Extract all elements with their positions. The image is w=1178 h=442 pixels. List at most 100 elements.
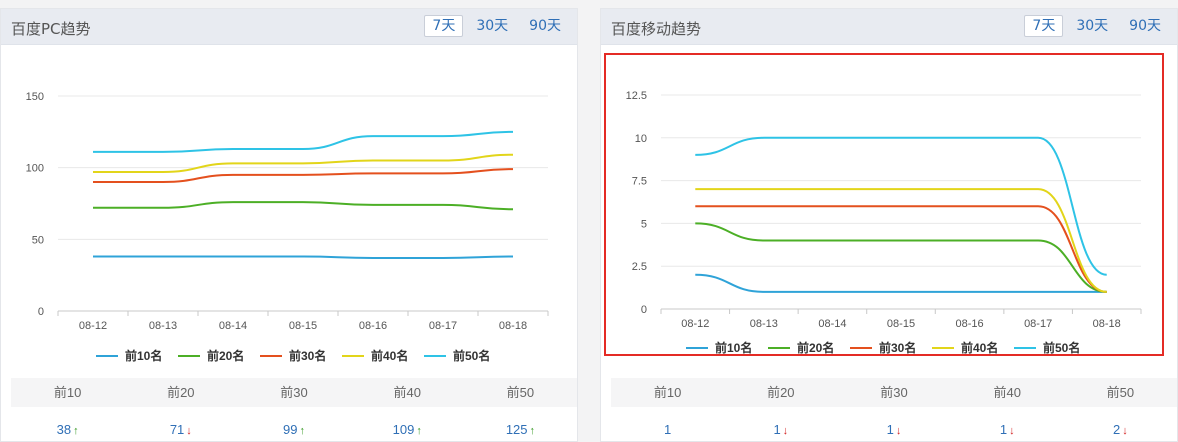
pc-tab-7-days[interactable]: 7天 bbox=[424, 15, 464, 37]
arrow-up-icon: ↑ bbox=[299, 425, 305, 437]
y-tick-label: 10 bbox=[635, 133, 647, 145]
mobile-chart-container-highlighted: 0 2.5 5 7.5 10 12.5 08-12 08-13 08-14 08-15 08-16 0… bbox=[604, 53, 1164, 356]
series-line-30[interactable] bbox=[93, 168, 514, 184]
mobile-tab-30-days[interactable]: 30天 bbox=[1076, 18, 1109, 34]
x-tick-label: 08-14 bbox=[219, 320, 247, 332]
mobile-stat-top40-value: 1 bbox=[999, 422, 1008, 437]
mobile-panel-header: 百度移动趋势 7天 30天 90天 bbox=[601, 9, 1177, 45]
pc-stats-values: 38 ↑ 71 ↓ 99 ↑ 109 ↑ 125 ↑ bbox=[11, 419, 577, 441]
legend-item-top10[interactable]: 前10名 bbox=[686, 340, 752, 355]
x-tick-label: 08-12 bbox=[681, 318, 709, 330]
x-tick-label: 08-13 bbox=[149, 320, 177, 332]
series-line-10[interactable] bbox=[93, 255, 514, 259]
legend-item-top50[interactable]: 前50名 bbox=[424, 348, 490, 363]
legend-item-top50[interactable]: 前50名 bbox=[1014, 340, 1080, 355]
mobile-chart-plot: 0 2.5 5 7.5 10 12.5 08-12 08-13 08-14 08-15 08-16 0… bbox=[626, 90, 1142, 330]
legend-item-top30[interactable]: 前30名 bbox=[850, 340, 916, 355]
pc-stat-top50[interactable]: 125 ↑ bbox=[464, 419, 577, 441]
y-tick-label: 7.5 bbox=[632, 176, 647, 188]
arrow-down-icon: ↓ bbox=[895, 425, 902, 437]
series-line-40[interactable] bbox=[93, 153, 514, 173]
y-tick-label: 50 bbox=[32, 234, 44, 246]
pc-stat-top20-value: 71 bbox=[169, 422, 185, 437]
legend-item-top40[interactable]: 前40名 bbox=[342, 348, 408, 363]
legend-label: 前40名 bbox=[961, 340, 998, 354]
mobile-range-tabs: 7天 30天 90天 bbox=[1019, 15, 1169, 37]
x-tick-label: 08-18 bbox=[499, 320, 527, 332]
y-tick-label: 0 bbox=[38, 306, 44, 318]
arrow-down-icon: ↓ bbox=[1122, 425, 1128, 437]
mobile-stat-top10[interactable]: 1 bbox=[611, 419, 724, 441]
series-line-30[interactable] bbox=[695, 205, 1107, 293]
legend-label: 前50名 bbox=[453, 348, 490, 363]
mobile-trend-panel: 百度移动趋势 7天 30天 90天 0 2.5 5 7.5 10 12.5 08-12 08-… bbox=[600, 8, 1178, 442]
series-line-50[interactable] bbox=[92, 130, 514, 153]
pc-stat-top10-value: 38 bbox=[56, 422, 72, 437]
pc-trend-panel: 百度PC趋势 7天 30天 90天 0 50 100 150 08-12 08-13 08-… bbox=[0, 8, 578, 442]
y-tick-label: 0 bbox=[641, 304, 647, 316]
pc-chart-plot: 0 50 100 150 08-12 08-13 08-14 08-15 08-16 08-17 0… bbox=[26, 91, 549, 332]
legend-item-top20[interactable]: 前20名 bbox=[178, 348, 244, 363]
series-line-40[interactable] bbox=[695, 188, 1107, 293]
arrow-up-icon: ↑ bbox=[73, 425, 79, 437]
mobile-stats-header: 前10 前20 前30 前40 前50 bbox=[611, 378, 1177, 407]
mobile-stat-top20-value: 1 bbox=[773, 422, 781, 437]
legend-label: 前10名 bbox=[715, 340, 752, 354]
mobile-chart-legend: 前10名 前20名 前30名 前40名 前50名 bbox=[686, 340, 1080, 355]
series-line-20[interactable] bbox=[92, 201, 514, 211]
legend-item-top30[interactable]: 前30名 bbox=[260, 348, 326, 363]
y-tick-label: 150 bbox=[26, 91, 44, 103]
series-line-10[interactable] bbox=[695, 273, 1107, 293]
pc-stat-top30-value: 99 bbox=[283, 422, 298, 437]
series-line-50[interactable] bbox=[695, 136, 1107, 276]
mobile-panel-title: 百度移动趋势 bbox=[611, 20, 702, 38]
mobile-stat-header-top30: 前30 bbox=[880, 385, 908, 400]
mobile-stat-top40[interactable]: 1 ↓ bbox=[951, 419, 1064, 441]
legend-label: 前20名 bbox=[797, 340, 834, 354]
series-line-20[interactable] bbox=[695, 222, 1107, 293]
pc-tab-90-days[interactable]: 90天 bbox=[529, 18, 561, 34]
mobile-tab-90-days[interactable]: 90天 bbox=[1129, 18, 1161, 34]
mobile-stat-header-top10: 前10 bbox=[653, 385, 682, 400]
mobile-stats-values: 1 1 ↓ 1 ↓ 1 ↓ 2 ↓ bbox=[611, 419, 1177, 441]
pc-stat-header-top50: 前50 bbox=[506, 385, 535, 400]
mobile-tab-7-days[interactable]: 7天 bbox=[1024, 15, 1064, 37]
pc-stat-header-top10: 前10 bbox=[53, 385, 82, 400]
legend-label: 前30名 bbox=[289, 348, 326, 363]
mobile-stat-header-top50: 前50 bbox=[1106, 385, 1135, 400]
pc-stat-top10[interactable]: 38 ↑ bbox=[11, 419, 124, 441]
mobile-trend-chart: 0 2.5 5 7.5 10 12.5 08-12 08-13 08-14 08-15 08-16 0… bbox=[626, 90, 1142, 355]
pc-stat-header-top30: 前30 bbox=[280, 385, 308, 400]
x-tick-label: 08-17 bbox=[429, 320, 457, 332]
legend-label: 前30名 bbox=[879, 340, 916, 354]
pc-stat-top40[interactable]: 109 ↑ bbox=[351, 419, 464, 441]
pc-panel-header: 百度PC趋势 7天 30天 90天 bbox=[1, 9, 577, 45]
pc-stat-top40-value: 109 bbox=[392, 422, 415, 437]
mobile-stat-top10-value: 1 bbox=[663, 422, 672, 437]
legend-label: 前50名 bbox=[1043, 340, 1080, 354]
legend-item-top20[interactable]: 前20名 bbox=[768, 340, 834, 355]
pc-tab-30-days[interactable]: 30天 bbox=[476, 18, 509, 34]
mobile-stat-top50[interactable]: 2 ↓ bbox=[1064, 419, 1177, 441]
pc-trend-chart: 0 50 100 150 08-12 08-13 08-14 08-15 08-16 08-17 0… bbox=[26, 91, 549, 363]
x-tick-label: 08-17 bbox=[1024, 318, 1052, 330]
pc-stat-top50-value: 125 bbox=[505, 422, 528, 437]
arrow-down-icon: ↓ bbox=[782, 425, 789, 437]
mobile-stat-top30[interactable]: 1 ↓ bbox=[837, 419, 950, 441]
legend-label: 前20名 bbox=[207, 348, 244, 363]
pc-stat-header-top40: 前40 bbox=[393, 385, 421, 400]
mobile-stat-top20[interactable]: 1 ↓ bbox=[724, 419, 837, 441]
arrow-down-icon: ↓ bbox=[1009, 425, 1015, 437]
legend-item-top40[interactable]: 前40名 bbox=[932, 340, 998, 355]
pc-stat-top20[interactable]: 71 ↓ bbox=[124, 419, 237, 441]
x-tick-label: 08-16 bbox=[359, 320, 387, 332]
legend-label: 前10名 bbox=[125, 348, 162, 363]
x-tick-label: 08-18 bbox=[1093, 318, 1121, 330]
mobile-stat-header-top40: 前40 bbox=[993, 385, 1021, 400]
mobile-stat-header-top20: 前20 bbox=[767, 385, 795, 400]
x-tick-label: 08-12 bbox=[79, 320, 107, 332]
pc-stat-top30[interactable]: 99 ↑ bbox=[237, 419, 350, 441]
mobile-stat-top30-value: 1 bbox=[886, 422, 894, 437]
legend-item-top10[interactable]: 前10名 bbox=[96, 348, 162, 363]
x-tick-label: 08-16 bbox=[956, 318, 984, 330]
